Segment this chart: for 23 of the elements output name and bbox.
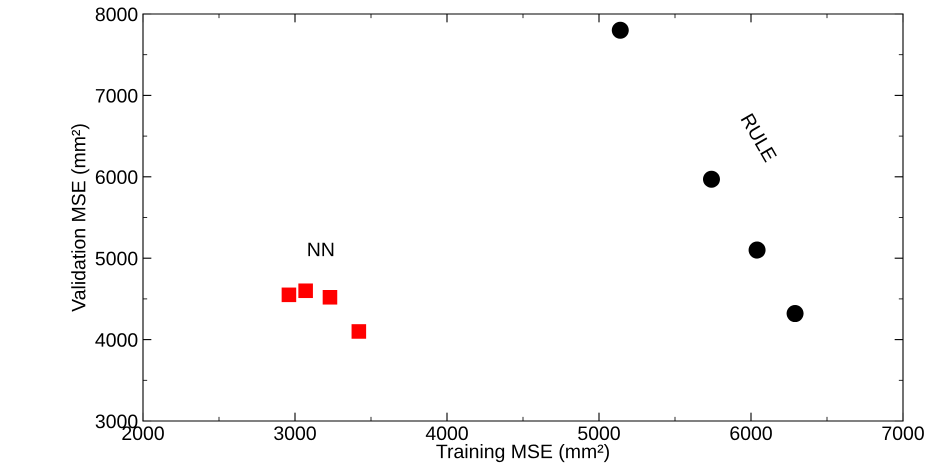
x-axis-title: Training MSE (mm²) [436, 444, 609, 462]
x-tick-label: 4000 [426, 426, 468, 440]
x-tick-label: 6000 [730, 426, 772, 440]
series-label: NN [308, 242, 334, 256]
point [748, 242, 766, 259]
y-tick-label: 6000 [96, 170, 138, 184]
x-tick-label: 2000 [122, 426, 164, 440]
y-tick-label: 5000 [96, 252, 138, 266]
y-axis-title: Validation MSE (mm²) [71, 124, 90, 312]
point [298, 283, 313, 298]
point [786, 305, 804, 322]
point [282, 288, 296, 302]
point [702, 170, 720, 188]
point [612, 22, 629, 39]
x-tick-label: 7000 [882, 426, 924, 440]
y-tick-label: 7000 [96, 88, 138, 103]
y-tick-label: 4000 [95, 333, 138, 347]
point [322, 290, 338, 305]
x-tick-label: 5000 [578, 426, 620, 440]
y-tick-label: 3000 [96, 414, 138, 428]
x-tick-label: 3000 [274, 426, 316, 440]
point [352, 324, 366, 339]
y-tick-label: 8000 [96, 7, 138, 22]
